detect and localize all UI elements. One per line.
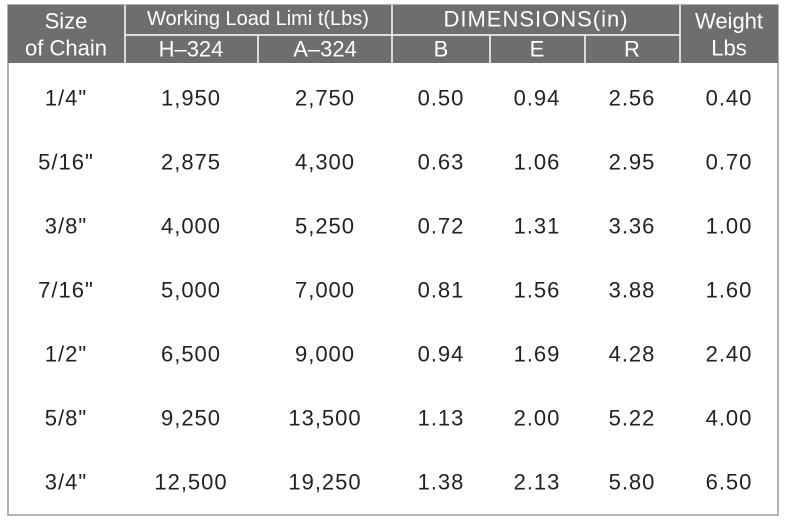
cell: 1.60 bbox=[706, 278, 753, 303]
cell: 0.40 bbox=[706, 86, 753, 111]
cell: 3.36 bbox=[609, 214, 656, 239]
cell: 2,750 bbox=[295, 86, 355, 111]
cell: 1.31 bbox=[514, 214, 561, 239]
cell: 1.38 bbox=[418, 470, 465, 495]
cell: 2.00 bbox=[514, 406, 561, 431]
cell: 0.81 bbox=[418, 278, 465, 303]
cell: 0.72 bbox=[418, 214, 465, 239]
cell: 1.06 bbox=[514, 150, 561, 175]
cell: 0.70 bbox=[706, 150, 753, 175]
cell: 0.94 bbox=[418, 342, 465, 367]
cell: 2.95 bbox=[609, 150, 656, 175]
cell: 3/8" bbox=[45, 214, 87, 239]
cell: 1/4" bbox=[45, 86, 87, 111]
cell: 4.00 bbox=[706, 406, 753, 431]
cell: 12,500 bbox=[154, 470, 227, 495]
cell: 0.94 bbox=[514, 86, 561, 111]
cell: 4,300 bbox=[295, 150, 355, 175]
cell: 3/4" bbox=[45, 470, 87, 495]
header-label: Lbs bbox=[711, 36, 746, 61]
cell: 1.00 bbox=[706, 214, 753, 239]
cell: 5/8" bbox=[45, 406, 87, 431]
cell: 7/16" bbox=[38, 278, 94, 303]
cell: 4.28 bbox=[609, 342, 656, 367]
cell: 2.40 bbox=[706, 342, 753, 367]
subheader-label: H–324 bbox=[159, 37, 224, 62]
header-label: Weight bbox=[695, 9, 763, 34]
cell: 2,875 bbox=[161, 150, 221, 175]
cell: 2.56 bbox=[609, 86, 656, 111]
table-frame bbox=[7, 4, 779, 516]
cell: 5/16" bbox=[38, 150, 94, 175]
cell: 9,000 bbox=[295, 342, 355, 367]
header-label: Size bbox=[45, 9, 88, 34]
cell: 5,250 bbox=[295, 214, 355, 239]
cell: 1.56 bbox=[514, 278, 561, 303]
cell: 5.22 bbox=[609, 406, 656, 431]
cell: 9,250 bbox=[161, 406, 221, 431]
cell: 0.63 bbox=[418, 150, 465, 175]
cell: 13,500 bbox=[288, 406, 361, 431]
cell: 6,500 bbox=[161, 342, 221, 367]
cell: 1,950 bbox=[161, 86, 221, 111]
subheader-label: A–324 bbox=[293, 37, 357, 62]
cell: 5,000 bbox=[161, 278, 221, 303]
cell: 7,000 bbox=[295, 278, 355, 303]
header-label: of Chain bbox=[25, 36, 107, 61]
subheader-label: B bbox=[434, 37, 449, 62]
header-label: DIMENSIONS(in) bbox=[443, 7, 628, 32]
header-label: Working Load Limi t(Lbs) bbox=[147, 8, 369, 30]
cell: 1.69 bbox=[514, 342, 561, 367]
cell: 19,250 bbox=[288, 470, 361, 495]
header-background bbox=[8, 5, 778, 63]
cell: 4,000 bbox=[161, 214, 221, 239]
cell: 1.13 bbox=[418, 406, 465, 431]
cell: 1/2" bbox=[45, 342, 87, 367]
cell: 6.50 bbox=[706, 470, 753, 495]
header-dividers bbox=[124, 5, 681, 63]
subheader-label: R bbox=[624, 37, 640, 62]
cell: 2.13 bbox=[514, 470, 561, 495]
subheader-label: E bbox=[530, 37, 545, 62]
cell: 3.88 bbox=[609, 278, 656, 303]
cell: 5.80 bbox=[609, 470, 656, 495]
cell: 0.50 bbox=[418, 86, 465, 111]
